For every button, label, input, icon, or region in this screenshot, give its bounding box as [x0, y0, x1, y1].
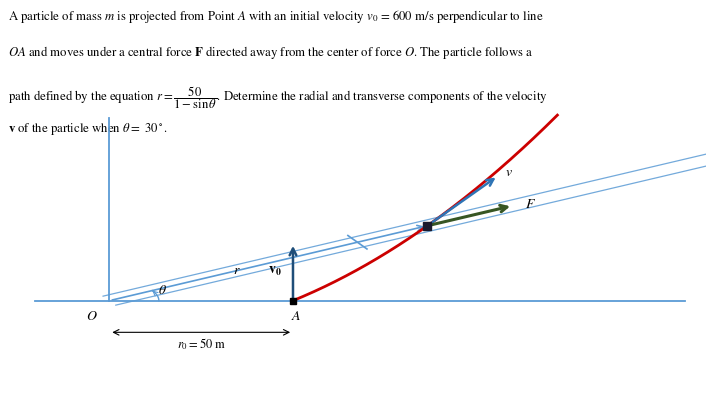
Text: $r$: $r$ [234, 264, 241, 277]
Text: $r_0 = 50$ m: $r_0 = 50$ m [176, 336, 226, 352]
Text: $\mathbf{v_0}$: $\mathbf{v_0}$ [268, 265, 282, 278]
Text: A particle of mass $m$ is projected from Point $A$ with an initial velocity $v_{: A particle of mass $m$ is projected from… [8, 8, 544, 25]
Text: $F$: $F$ [525, 198, 536, 211]
Text: $\theta$: $\theta$ [158, 284, 167, 297]
Text: $OA$ and moves under a central force $\mathbf{F}$ directed away from the center : $OA$ and moves under a central force $\m… [8, 44, 534, 61]
Text: $A$: $A$ [292, 310, 301, 323]
Text: $O$: $O$ [86, 310, 97, 323]
Text: path defined by the equation $r =\dfrac{50}{1-\sin\theta}$. Determine the radial: path defined by the equation $r =\dfrac{… [8, 84, 548, 111]
Text: $v$: $v$ [505, 167, 513, 179]
Text: $\mathbf{v}$ of the particle when $\theta=$ 30$^\circ$.: $\mathbf{v}$ of the particle when $\thet… [8, 121, 168, 137]
